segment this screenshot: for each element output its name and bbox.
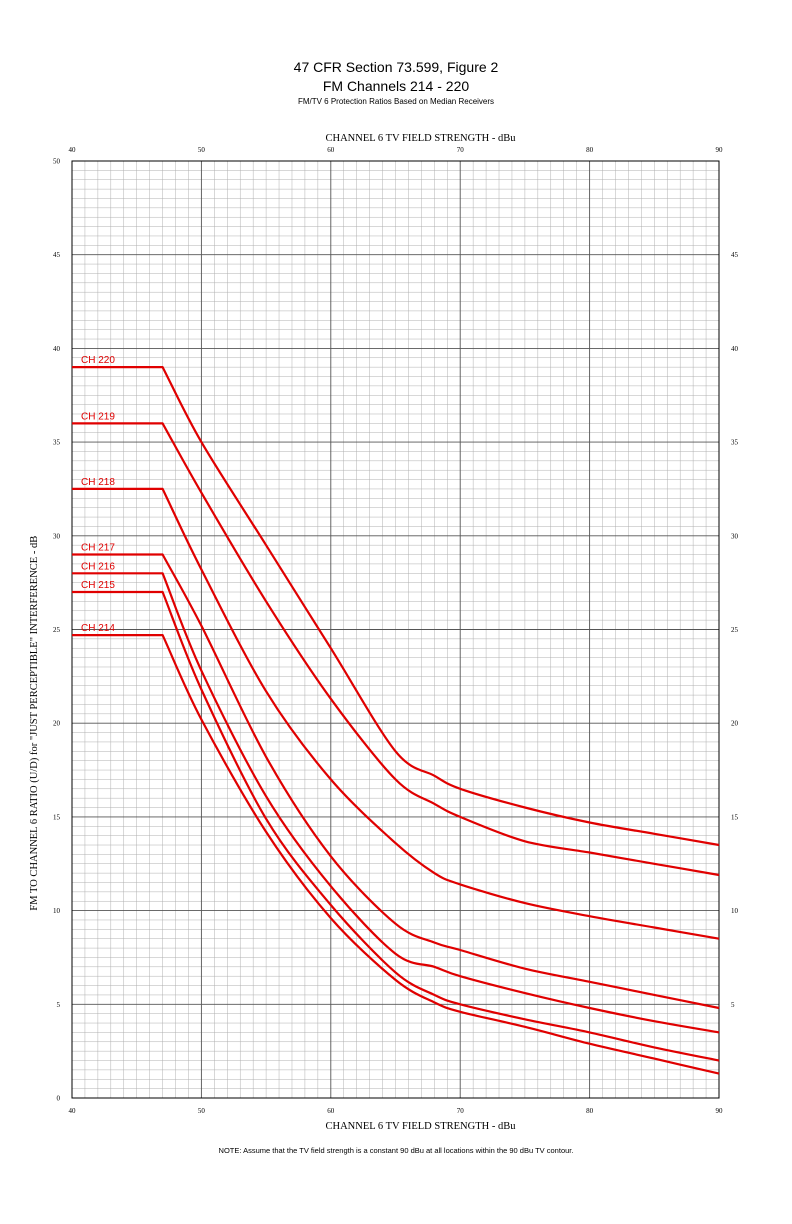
x-tick-label-bottom: 70: [457, 1107, 465, 1115]
chart-title: 47 CFR Section 73.599, Figure 2: [293, 59, 499, 75]
x-tick-label-bottom: 50: [198, 1107, 206, 1115]
curve-label-ch-217: CH 217: [81, 543, 115, 554]
y-axis-label: FM TO CHANNEL 6 RATIO (U/D) for "JUST PE…: [29, 536, 40, 911]
x-tick-label-top: 60: [327, 146, 335, 154]
curves: [72, 366, 720, 1075]
y-tick-label-left: 40: [53, 345, 61, 353]
curve-ch-217: [72, 553, 720, 1010]
x-tick-label-top: 80: [586, 146, 594, 154]
curve-ch-219: [72, 422, 720, 877]
y-tick-label-left: 25: [53, 626, 61, 634]
y-tick-label-right: 40: [731, 345, 739, 353]
y-tick-label-left: 35: [53, 439, 61, 447]
y-tick-label-left: 0: [57, 1095, 61, 1103]
chart-subtitle: FM Channels 214 - 220: [322, 78, 470, 94]
y-tick-label-left: 5: [57, 1001, 61, 1009]
x-tick-label-top: 90: [716, 146, 724, 154]
curve-label-ch-219: CH 219: [81, 411, 115, 422]
x-tick-label-bottom: 60: [327, 1107, 335, 1115]
curve-label-ch-215: CH 215: [81, 580, 115, 591]
curve-label-ch-218: CH 218: [81, 477, 115, 488]
curve-labels: CH 220 CH 219 CH 218 CH 217 CH 216 CH 215 CH 2…: [81, 355, 115, 634]
y-tick-label-left: 50: [53, 158, 61, 166]
y-tick-label-left: 45: [53, 251, 61, 259]
curve-ch-215: [72, 590, 720, 1062]
chart-caption: FM/TV 6 Protection Ratios Based on Media…: [297, 97, 495, 106]
major-grid: [71, 160, 720, 1099]
curve-label-ch-220: CH 220: [81, 355, 115, 366]
y-tick-label-left: 20: [53, 720, 61, 728]
x-tick-label-bottom: 40: [69, 1107, 77, 1115]
x-tick-label-top: 70: [457, 146, 465, 154]
x-axis-label-top: CHANNEL 6 TV FIELD STRENGTH - dBu: [326, 133, 517, 144]
y-tick-label-left: 30: [53, 532, 61, 540]
y-tick-label-right: 15: [731, 813, 739, 821]
y-tick-label-right: 25: [731, 626, 739, 634]
x-tick-label-bottom: 80: [586, 1107, 594, 1115]
x-tick-label-top: 40: [69, 146, 77, 154]
curve-ch-218: [72, 487, 720, 940]
x-tick-label-bottom: 90: [716, 1107, 724, 1115]
y-tick-label-left: 10: [53, 907, 61, 915]
curve-label-ch-214: CH 214: [81, 623, 115, 634]
curve-ch-216: [72, 572, 720, 1034]
y-tick-label-right: 35: [731, 439, 739, 447]
plot-frame: [71, 160, 720, 1099]
chart-header: 47 CFR Section 73.599, Figure 2 FM Chann…: [0, 58, 792, 108]
y-tick-label-right: 30: [731, 532, 739, 540]
x-tick-label-top: 50: [198, 146, 206, 154]
y-tick-label-right: 5: [731, 1001, 735, 1009]
y-tick-label-left: 15: [53, 813, 61, 821]
y-tick-label-right: 10: [731, 907, 739, 915]
y-tick-label-right: 45: [731, 251, 739, 259]
tick-labels: 40 40 50 50 60 60 70 70 80 80 90 90 0 5 5 10 10 15 15 20 20 2…: [53, 146, 739, 1115]
curve-ch-214: [72, 634, 720, 1075]
y-tick-label-right: 20: [731, 720, 739, 728]
curve-label-ch-216: CH 216: [81, 561, 115, 572]
footnote: NOTE: Assume that the TV field strength …: [218, 1146, 574, 1155]
x-axis-label-bottom: CHANNEL 6 TV FIELD STRENGTH - dBu: [326, 1121, 517, 1132]
curve-ch-220: [72, 366, 720, 847]
